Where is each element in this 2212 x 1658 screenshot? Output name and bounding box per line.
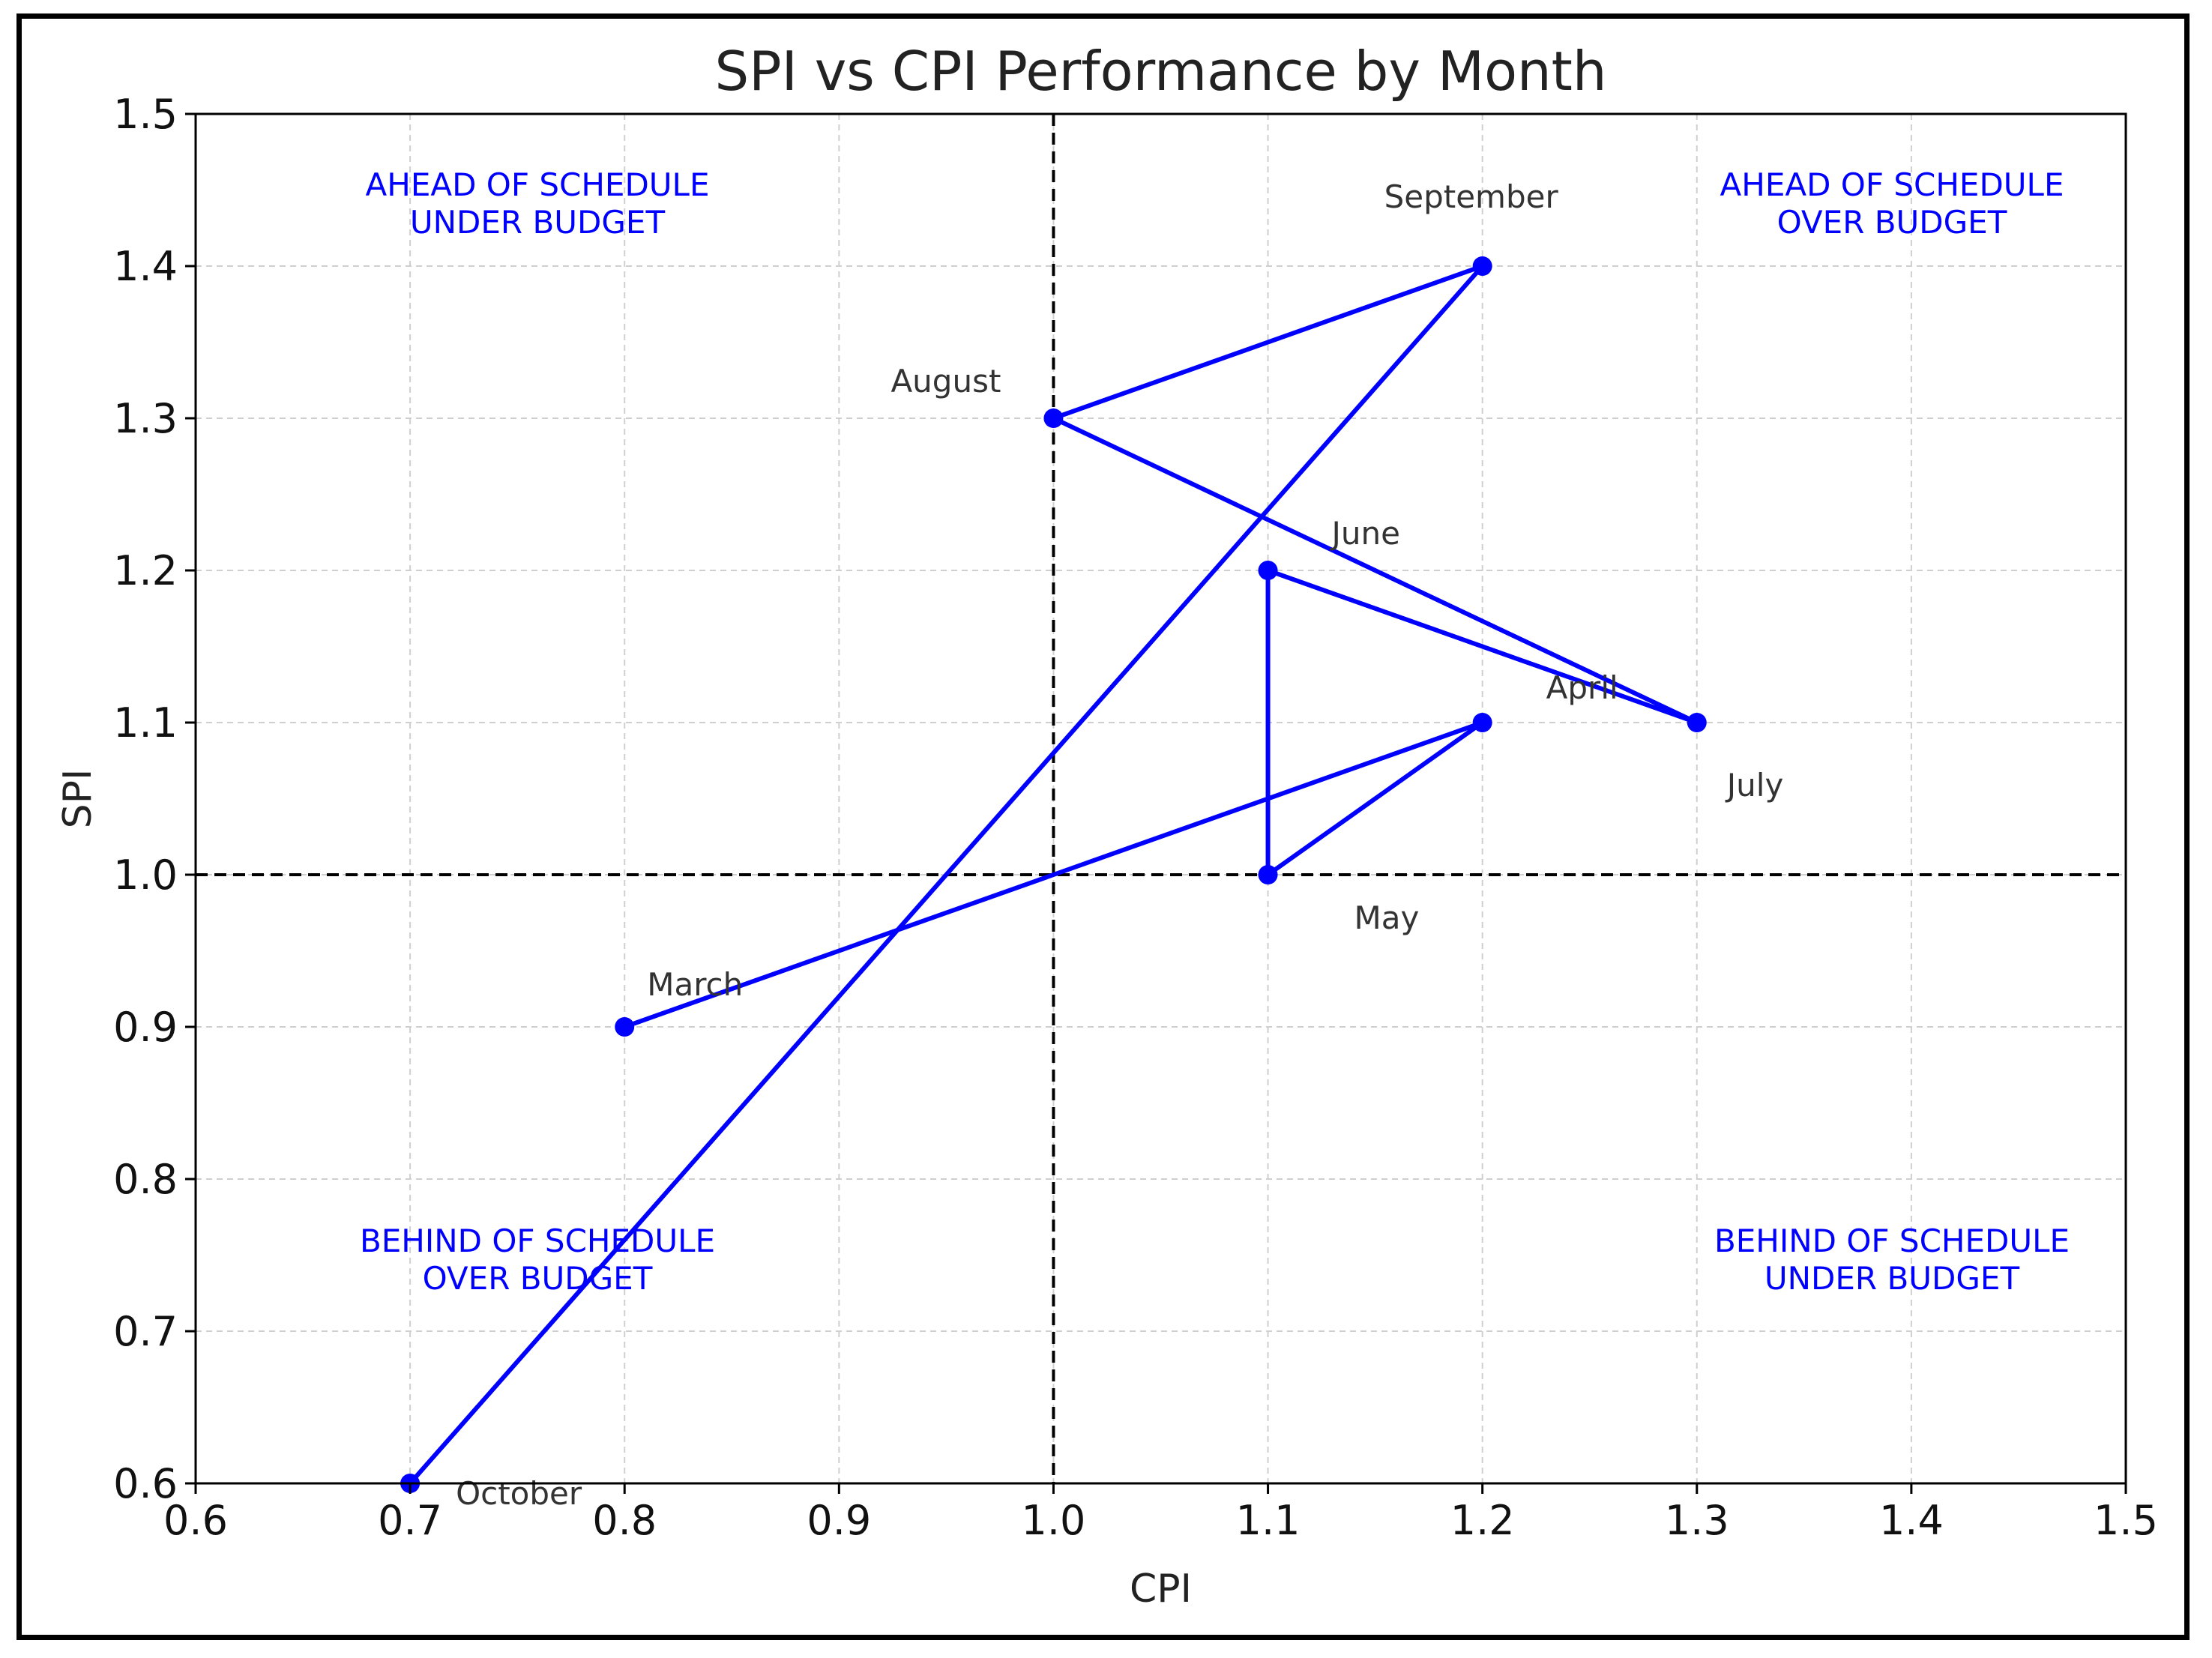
y-tick-label: 1.2 <box>113 547 178 594</box>
y-tick-label: 1.4 <box>113 243 178 290</box>
y-tick-label: 1.5 <box>113 91 178 138</box>
x-tick-label: 1.1 <box>1236 1497 1301 1544</box>
x-tick-label: 1.0 <box>1021 1497 1085 1544</box>
point-label-april: April <box>1546 669 1618 706</box>
y-tick-label: 0.6 <box>113 1460 178 1507</box>
plot-area <box>194 112 2127 1485</box>
data-series <box>400 256 1707 1493</box>
chart-title: SPI vs CPI Performance by Month <box>714 40 1606 103</box>
quadrant-label-top-left: AHEAD OF SCHEDULE <box>366 166 710 203</box>
x-tick-label: 0.6 <box>163 1497 228 1544</box>
y-tick-label: 0.7 <box>113 1308 178 1355</box>
data-point-august <box>1043 409 1064 428</box>
y-tick-label: 1.3 <box>113 395 178 442</box>
y-tick-label: 1.1 <box>113 699 178 747</box>
series-line <box>408 264 1699 1485</box>
quadrant-label-bottom-left: BEHIND OF SCHEDULE <box>360 1223 715 1259</box>
x-tick-label: 0.8 <box>592 1497 657 1544</box>
data-point-april <box>1472 713 1492 732</box>
y-tick-label: 0.8 <box>113 1156 178 1203</box>
quadrant-label-top-right: AHEAD OF SCHEDULE <box>1720 166 2064 203</box>
point-label-september: September <box>1384 178 1559 215</box>
reference-lines <box>196 114 2126 1483</box>
x-tick-label: 1.3 <box>1665 1497 1729 1544</box>
point-label-august: August <box>890 363 1001 400</box>
quadrant-label-bottom-right: UNDER BUDGET <box>1765 1260 2020 1297</box>
x-tick-label: 0.7 <box>378 1497 442 1544</box>
chart: March April May June July August September Octo… <box>55 40 2158 1612</box>
data-point-march <box>615 1017 635 1037</box>
x-tick-label: 1.2 <box>1450 1497 1515 1544</box>
point-label-march: March <box>647 966 743 1003</box>
quadrant-label-bottom-left: OVER BUDGET <box>423 1260 653 1297</box>
point-label-june: June <box>1330 515 1400 552</box>
x-tick-label: 1.5 <box>2094 1497 2158 1544</box>
point-label-october: October <box>456 1475 582 1512</box>
y-axis-label: SPI <box>55 769 100 829</box>
x-tick-label: 1.4 <box>1879 1497 1944 1544</box>
chart-frame: March April May June July August September Octo… <box>16 13 2190 1640</box>
axis-ticks: 0.6 0.7 0.8 0.9 1.0 1.1 1.2 1.3 1.4 1.5 0.6 0.7 0.8 0… <box>113 91 2158 1544</box>
data-point-september <box>1472 256 1492 276</box>
x-tick-label: 0.9 <box>807 1497 871 1544</box>
data-point-july <box>1687 713 1707 732</box>
point-labels: March April May June July August September Octo… <box>456 178 1783 1512</box>
quadrant-label-top-left: UNDER BUDGET <box>410 204 666 241</box>
y-tick-label: 1.0 <box>113 851 178 899</box>
data-point-may <box>1258 865 1278 884</box>
point-label-july: July <box>1725 767 1784 804</box>
x-axis-label: CPI <box>1130 1567 1192 1612</box>
point-label-may: May <box>1354 899 1420 936</box>
y-tick-label: 0.9 <box>113 1004 178 1051</box>
data-point-june <box>1258 561 1278 580</box>
quadrant-label-top-right: OVER BUDGET <box>1777 204 2007 241</box>
quadrant-label-bottom-right: BEHIND OF SCHEDULE <box>1714 1223 2070 1259</box>
